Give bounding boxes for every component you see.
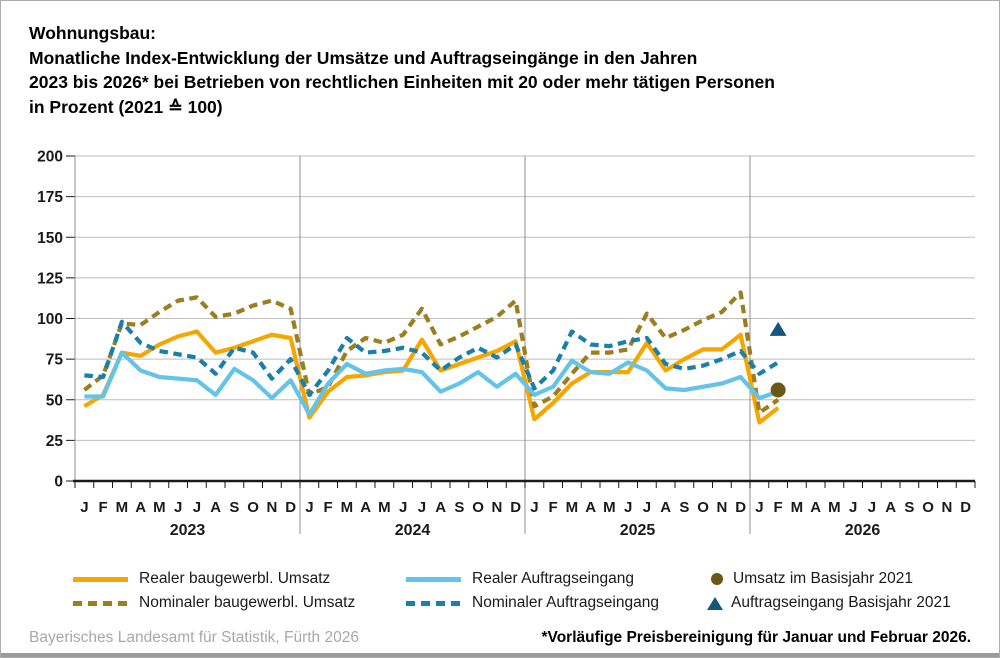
footnote-text: *Vorläufige Preisbereinigung für Januar … bbox=[541, 629, 971, 646]
legend-label: Umsatz im Basisjahr 2021 bbox=[733, 570, 914, 587]
svg-text:J: J bbox=[418, 499, 426, 516]
svg-text:175: 175 bbox=[37, 189, 63, 206]
svg-text:A: A bbox=[135, 499, 146, 516]
svg-text:M: M bbox=[378, 499, 391, 516]
svg-text:M: M bbox=[603, 499, 616, 516]
legend-label: Nominaler Auftragseingang bbox=[472, 594, 659, 611]
svg-text:D: D bbox=[285, 499, 296, 516]
svg-text:F: F bbox=[324, 499, 333, 516]
svg-text:N: N bbox=[716, 499, 727, 516]
svg-text:M: M bbox=[566, 499, 579, 516]
olive-dashed-line-icon bbox=[73, 600, 128, 606]
svg-text:M: M bbox=[116, 499, 129, 516]
svg-text:A: A bbox=[585, 499, 596, 516]
legend-label: Nominaler baugewerbl. Umsatz bbox=[139, 594, 356, 611]
svg-text:N: N bbox=[941, 499, 952, 516]
chart-title: Wohnungsbau: Monatliche Index-Entwicklun… bbox=[29, 21, 775, 119]
svg-text:75: 75 bbox=[46, 352, 64, 369]
svg-text:J: J bbox=[80, 499, 88, 516]
svg-text:O: O bbox=[472, 499, 484, 516]
svg-text:A: A bbox=[660, 499, 671, 516]
svg-text:O: O bbox=[922, 499, 934, 516]
svg-text:F: F bbox=[774, 499, 783, 516]
svg-text:J: J bbox=[624, 499, 632, 516]
legend-item-nominaler-auftragseingang: Nominaler Auftragseingang bbox=[406, 594, 659, 611]
lightblue-solid-line-icon bbox=[406, 576, 461, 582]
svg-text:A: A bbox=[360, 499, 371, 516]
svg-text:0: 0 bbox=[54, 474, 63, 491]
svg-text:25: 25 bbox=[46, 433, 64, 450]
legend-label: Realer baugewerbl. Umsatz bbox=[139, 570, 331, 587]
title-line-4: in Prozent (2021 ≙ 100) bbox=[29, 96, 223, 117]
svg-text:A: A bbox=[435, 499, 446, 516]
orange-solid-line-icon bbox=[73, 576, 128, 582]
svg-text:2023: 2023 bbox=[170, 522, 206, 539]
svg-text:S: S bbox=[904, 499, 914, 516]
title-line-2: Monatliche Index-Entwicklung der Umsätze… bbox=[29, 47, 698, 68]
triangle-marker-icon bbox=[707, 596, 723, 610]
legend-item-auftragseingang-basisjahr: Auftragseingang Basisjahr 2021 bbox=[707, 594, 951, 611]
svg-text:M: M bbox=[153, 499, 166, 516]
legend-label: Auftragseingang Basisjahr 2021 bbox=[731, 594, 951, 611]
svg-text:J: J bbox=[305, 499, 313, 516]
svg-text:150: 150 bbox=[37, 230, 63, 247]
legend-item-umsatz-basisjahr: Umsatz im Basisjahr 2021 bbox=[707, 570, 914, 587]
svg-text:A: A bbox=[885, 499, 896, 516]
blue-dashed-line-icon bbox=[406, 600, 461, 606]
svg-text:S: S bbox=[679, 499, 689, 516]
svg-text:J: J bbox=[174, 499, 182, 516]
legend-item-nominaler-umsatz: Nominaler baugewerbl. Umsatz bbox=[73, 594, 356, 611]
svg-text:2025: 2025 bbox=[620, 522, 656, 539]
svg-text:N: N bbox=[266, 499, 277, 516]
svg-text:D: D bbox=[510, 499, 521, 516]
svg-text:N: N bbox=[491, 499, 502, 516]
legend-item-realer-auftragseingang: Realer Auftragseingang bbox=[406, 570, 635, 587]
svg-text:S: S bbox=[229, 499, 239, 516]
svg-text:J: J bbox=[755, 499, 763, 516]
svg-text:M: M bbox=[341, 499, 354, 516]
svg-text:M: M bbox=[791, 499, 804, 516]
svg-text:J: J bbox=[868, 499, 876, 516]
svg-text:2026: 2026 bbox=[845, 522, 881, 539]
bottom-accent-bar bbox=[1, 653, 999, 657]
svg-text:200: 200 bbox=[37, 149, 63, 166]
title-line-3: 2023 bis 2026* bei Betrieben von rechtli… bbox=[29, 72, 775, 92]
title-line-1: Wohnungsbau: bbox=[29, 23, 157, 43]
circle-marker-icon bbox=[711, 573, 723, 585]
svg-text:D: D bbox=[960, 499, 971, 516]
svg-text:F: F bbox=[99, 499, 108, 516]
svg-text:D: D bbox=[735, 499, 746, 516]
svg-text:O: O bbox=[697, 499, 709, 516]
svg-text:M: M bbox=[828, 499, 841, 516]
legend-item-realer-umsatz: Realer baugewerbl. Umsatz bbox=[73, 570, 331, 587]
svg-text:A: A bbox=[810, 499, 821, 516]
svg-text:2024: 2024 bbox=[395, 522, 431, 539]
legend-label: Realer Auftragseingang bbox=[472, 570, 635, 587]
svg-text:J: J bbox=[849, 499, 857, 516]
svg-text:J: J bbox=[643, 499, 651, 516]
svg-text:100: 100 bbox=[37, 311, 63, 328]
svg-text:J: J bbox=[193, 499, 201, 516]
svg-text:F: F bbox=[549, 499, 558, 516]
svg-text:50: 50 bbox=[46, 392, 63, 409]
svg-text:S: S bbox=[454, 499, 464, 516]
svg-text:J: J bbox=[399, 499, 407, 516]
source-text: Bayerisches Landesamt für Statistik, Für… bbox=[29, 629, 359, 646]
svg-text:125: 125 bbox=[37, 270, 63, 287]
svg-text:A: A bbox=[210, 499, 221, 516]
svg-text:J: J bbox=[530, 499, 538, 516]
svg-text:O: O bbox=[247, 499, 259, 516]
